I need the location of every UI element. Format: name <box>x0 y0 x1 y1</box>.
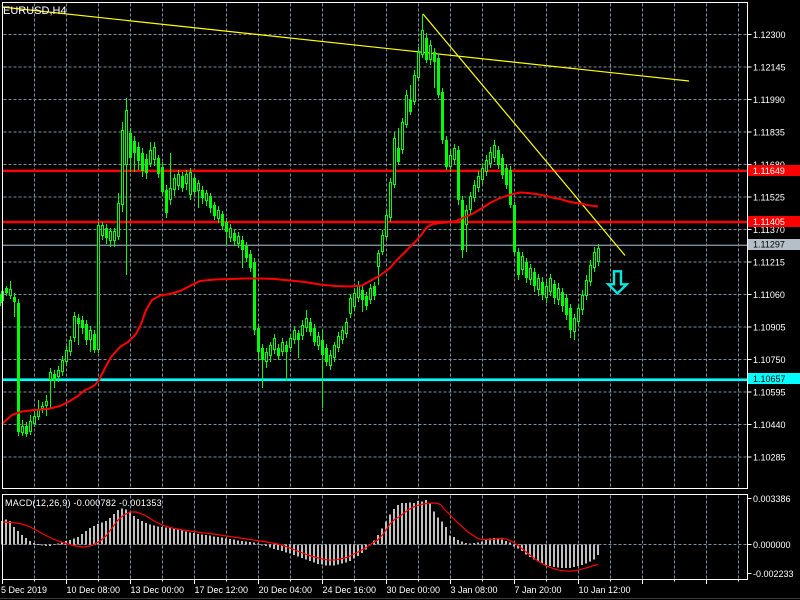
svg-text:1.11370: 1.11370 <box>753 225 785 235</box>
svg-text:30 Dec 00:00: 30 Dec 00:00 <box>387 585 441 595</box>
svg-text:EURUSD,H4: EURUSD,H4 <box>3 5 67 17</box>
svg-text:1.12145: 1.12145 <box>753 62 786 72</box>
svg-text:1.11297: 1.11297 <box>753 240 785 250</box>
svg-text:-0.002233: -0.002233 <box>753 569 794 579</box>
svg-text:20 Dec 04:00: 20 Dec 04:00 <box>259 585 313 595</box>
svg-text:1.11525: 1.11525 <box>753 192 785 202</box>
svg-text:1.11405: 1.11405 <box>753 217 785 227</box>
svg-text:1.10285: 1.10285 <box>753 452 786 462</box>
svg-text:1.11215: 1.11215 <box>753 257 785 267</box>
svg-text:24 Dec 16:00: 24 Dec 16:00 <box>323 585 377 595</box>
svg-text:13 Dec 00:00: 13 Dec 00:00 <box>131 585 185 595</box>
svg-text:1.11060: 1.11060 <box>753 290 785 300</box>
svg-text:5 Dec 2019: 5 Dec 2019 <box>1 585 47 595</box>
svg-text:MACD(12,26,9) -0.000782 -0.001: MACD(12,26,9) -0.000782 -0.001353 <box>5 498 162 508</box>
svg-text:10 Dec 08:00: 10 Dec 08:00 <box>67 585 121 595</box>
svg-text:1.10440: 1.10440 <box>753 420 786 430</box>
svg-text:1.11680: 1.11680 <box>753 160 785 170</box>
svg-text:1.10595: 1.10595 <box>753 387 786 397</box>
svg-text:17 Dec 12:00: 17 Dec 12:00 <box>195 585 249 595</box>
svg-text:3 Jan 08:00: 3 Jan 08:00 <box>451 585 498 595</box>
svg-text:0.003386: 0.003386 <box>753 494 791 504</box>
svg-text:10 Jan 12:00: 10 Jan 12:00 <box>579 585 631 595</box>
svg-text:1.12300: 1.12300 <box>753 30 786 40</box>
svg-text:1.10905: 1.10905 <box>753 322 786 332</box>
svg-text:0.000000: 0.000000 <box>753 540 791 550</box>
svg-text:1.10750: 1.10750 <box>753 355 786 365</box>
svg-text:1.11649: 1.11649 <box>753 166 785 176</box>
svg-text:1.11990: 1.11990 <box>753 95 785 105</box>
svg-text:1.10657: 1.10657 <box>753 374 786 384</box>
svg-text:1.11835: 1.11835 <box>753 127 785 137</box>
svg-text:7 Jan 20:00: 7 Jan 20:00 <box>515 585 562 595</box>
